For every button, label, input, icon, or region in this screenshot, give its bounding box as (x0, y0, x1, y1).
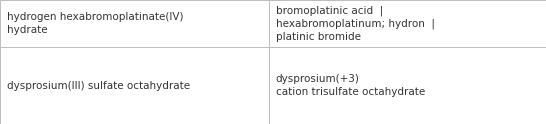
Text: bromoplatinic acid  |
hexabromoplatinum; hydron  |
platinic bromide: bromoplatinic acid | hexabromoplatinum; … (276, 5, 435, 42)
Text: dysprosium(+3)
cation trisulfate octahydrate: dysprosium(+3) cation trisulfate octahyd… (276, 74, 425, 97)
Text: hydrogen hexabromoplatinate(IV)
hydrate: hydrogen hexabromoplatinate(IV) hydrate (7, 12, 183, 35)
Text: dysprosium(III) sulfate octahydrate: dysprosium(III) sulfate octahydrate (7, 81, 189, 91)
